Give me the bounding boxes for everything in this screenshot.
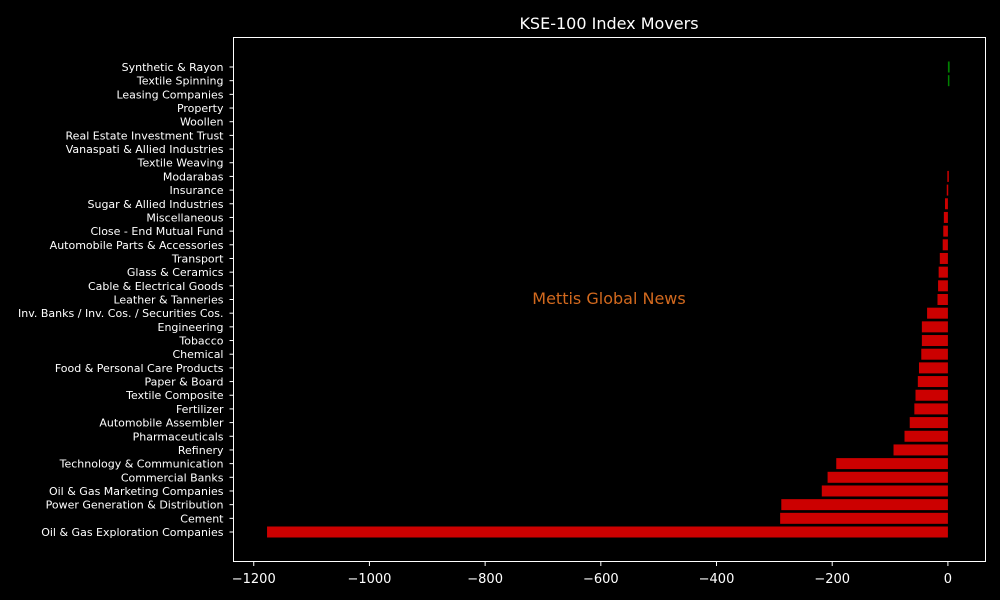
category-label: Synthetic & Rayon [122, 61, 224, 74]
category-label: Engineering [158, 321, 224, 334]
category-label: Vanaspati & Allied Industries [66, 143, 224, 156]
bar [781, 499, 948, 511]
category-label: Glass & Ceramics [127, 266, 224, 279]
bars-group [267, 61, 950, 538]
bar [938, 266, 948, 278]
x-tick-label: −400 [699, 572, 735, 587]
bar [942, 239, 948, 251]
category-label: Insurance [170, 184, 224, 197]
bar [943, 225, 948, 237]
bar [917, 376, 948, 388]
category-label: Automobile Parts & Accessories [50, 239, 224, 252]
category-label: Leasing Companies [116, 88, 223, 101]
category-label: Real Estate Investment Trust [66, 129, 225, 142]
bar [943, 211, 948, 223]
x-tick-label: −1200 [232, 572, 276, 587]
category-label: Close - End Mutual Fund [90, 225, 223, 238]
category-label: Transport [171, 252, 224, 265]
bar [267, 526, 948, 538]
bar [947, 61, 950, 73]
x-tick-label: 0 [944, 572, 952, 587]
category-label: Modarabas [163, 170, 224, 183]
bar [939, 252, 948, 264]
category-label: Oil & Gas Exploration Companies [41, 526, 224, 539]
category-label: Paper & Board [144, 376, 223, 389]
bar [938, 280, 948, 292]
category-label: Textile Weaving [137, 157, 224, 170]
category-label: Miscellaneous [146, 211, 223, 224]
category-label: Inv. Banks / Inv. Cos. / Securities Cos. [18, 307, 223, 320]
chart-title: KSE-100 Index Movers [519, 14, 698, 33]
bar [921, 348, 948, 360]
bar [780, 512, 948, 524]
bar [947, 170, 949, 182]
category-label: Cement [180, 512, 224, 525]
category-label: Refinery [178, 444, 224, 457]
category-label: Commercial Banks [121, 471, 224, 484]
bar [918, 362, 948, 374]
category-label: Chemical [172, 348, 223, 361]
bar [914, 403, 948, 415]
bar [946, 184, 949, 196]
bar [937, 294, 948, 305]
category-label: Leather & Tanneries [113, 294, 223, 307]
category-label: Power Generation & Distribution [46, 499, 224, 512]
bar [893, 444, 948, 456]
x-tick-label: −200 [814, 572, 850, 587]
category-label: Textile Spinning [136, 75, 224, 88]
bar [904, 430, 948, 442]
bar [921, 321, 948, 333]
category-label: Sugar & Allied Industries [87, 198, 223, 211]
category-label: Pharmaceuticals [133, 430, 224, 443]
x-axis: −1200 −1000 −800 −600 −400 −200 0 [232, 561, 952, 587]
bar [827, 471, 948, 483]
category-label: Cable & Electrical Goods [88, 280, 224, 293]
bar [947, 75, 950, 87]
bar [909, 417, 948, 429]
bar [945, 198, 948, 210]
category-label: Automobile Assembler [99, 417, 224, 430]
bar [836, 458, 948, 470]
category-label: Oil & Gas Marketing Companies [49, 485, 224, 498]
category-label: Woollen [180, 116, 224, 129]
bar [921, 335, 948, 347]
x-tick-label: −1000 [347, 572, 391, 587]
x-tick-label: −800 [467, 572, 503, 587]
category-label: Property [177, 102, 224, 115]
bar [915, 389, 948, 401]
category-label: Tobacco [178, 335, 223, 348]
category-label: Fertilizer [176, 403, 224, 416]
category-label: Technology & Communication [59, 458, 224, 471]
bar [927, 307, 948, 319]
bar [821, 485, 948, 497]
watermark: Mettis Global News [532, 289, 685, 308]
category-label: Textile Composite [125, 389, 224, 402]
x-tick-label: −600 [583, 572, 619, 587]
category-label: Food & Personal Care Products [55, 362, 224, 375]
